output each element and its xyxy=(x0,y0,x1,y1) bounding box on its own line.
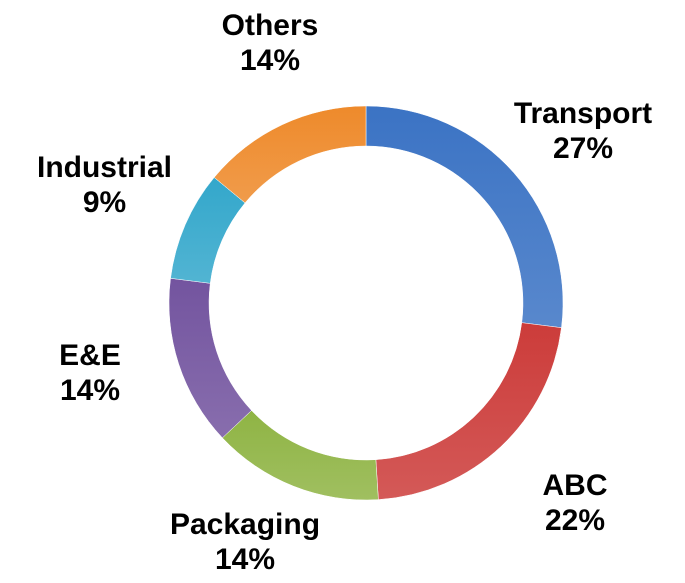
label-packaging-value: 14% xyxy=(214,543,276,576)
slice-packaging xyxy=(222,410,379,501)
label-packaging-name: Packaging xyxy=(169,508,321,541)
label-abc-name: ABC xyxy=(542,469,608,502)
slice-others xyxy=(213,105,367,204)
label-ee-name: E&E xyxy=(59,339,121,372)
label-transport-value: 27% xyxy=(552,132,614,165)
label-others-name: Others xyxy=(221,9,319,42)
label-industrial: Industrial 9% xyxy=(12,150,197,220)
slice-e-e xyxy=(168,278,252,439)
label-industrial-value: 9% xyxy=(82,186,127,219)
label-ee-value: 14% xyxy=(59,374,121,407)
label-transport: Transport 27% xyxy=(498,96,668,166)
label-industrial-name: Industrial xyxy=(36,151,172,184)
label-others: Others 14% xyxy=(195,8,345,78)
label-ee: E&E 14% xyxy=(30,338,150,408)
label-packaging: Packaging 14% xyxy=(150,507,340,577)
label-others-value: 14% xyxy=(239,44,301,77)
label-abc-value: 22% xyxy=(544,504,606,537)
label-abc: ABC 22% xyxy=(510,468,640,538)
label-transport-name: Transport xyxy=(513,97,653,130)
